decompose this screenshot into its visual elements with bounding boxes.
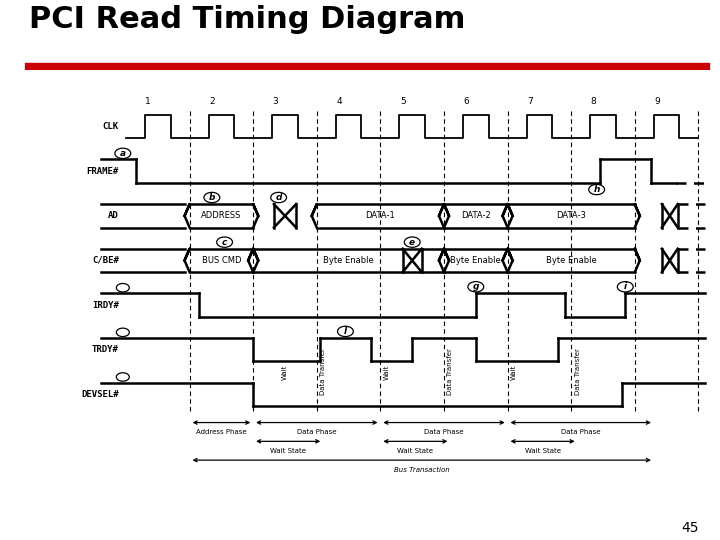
Text: DATA-2: DATA-2 [461,211,490,220]
Text: AD: AD [108,211,119,220]
Text: b: b [209,193,215,202]
Text: BUS CMD: BUS CMD [202,256,241,265]
Text: Data Transfer: Data Transfer [447,349,454,395]
Text: 7: 7 [527,97,533,106]
Text: PCI Read Timing Diagram: PCI Read Timing Diagram [29,5,465,34]
Text: i: i [624,282,627,291]
Text: Wait State: Wait State [397,448,433,454]
Text: 3: 3 [273,97,279,106]
Text: Wait: Wait [384,364,390,380]
Text: Byte Enable: Byte Enable [546,256,597,265]
Text: CLK: CLK [103,122,119,131]
Text: Data Phase: Data Phase [297,429,336,435]
Text: Byte Enable: Byte Enable [451,256,501,265]
Text: 5: 5 [400,97,405,106]
Text: Data Phase: Data Phase [561,429,600,435]
Circle shape [338,326,354,336]
Text: DEVSEL#: DEVSEL# [81,390,119,399]
Text: C/BE#: C/BE# [92,256,119,265]
Circle shape [271,192,287,202]
Text: c: c [222,238,228,247]
Circle shape [217,237,233,247]
Text: g: g [472,282,479,291]
Text: ADDRESS: ADDRESS [201,211,242,220]
Text: TRDY#: TRDY# [92,345,119,354]
Text: l: l [344,327,347,336]
Text: Data Transfer: Data Transfer [575,349,580,395]
Text: DATA-3: DATA-3 [557,211,586,220]
Text: d: d [275,193,282,202]
Circle shape [117,373,130,381]
Circle shape [468,282,484,292]
Circle shape [117,328,130,336]
Text: Wait: Wait [511,364,517,380]
Text: 6: 6 [464,97,469,106]
Text: 8: 8 [590,97,596,106]
Text: h: h [593,185,600,194]
Circle shape [617,282,633,292]
Text: FRAME#: FRAME# [86,167,119,176]
Text: a: a [120,149,126,158]
Text: Address Phase: Address Phase [196,429,247,435]
Text: 2: 2 [209,97,215,106]
Text: Byte Enable: Byte Enable [323,256,374,265]
Text: Bus Transaction: Bus Transaction [394,467,449,472]
Circle shape [117,284,130,292]
Text: Wait State: Wait State [270,448,306,454]
Circle shape [115,148,131,159]
Text: 1: 1 [145,97,151,106]
Text: e: e [409,238,415,247]
Text: Wait State: Wait State [525,448,561,454]
Text: 9: 9 [654,97,660,106]
Text: 4: 4 [336,97,342,106]
Circle shape [204,192,220,202]
Text: DATA-1: DATA-1 [366,211,395,220]
Text: Wait: Wait [282,364,288,380]
Circle shape [405,237,420,247]
Text: Data Phase: Data Phase [424,429,464,435]
Text: Data Transfer: Data Transfer [320,349,326,395]
Circle shape [589,184,605,195]
Text: 45: 45 [681,521,698,535]
Text: IRDY#: IRDY# [92,301,119,309]
